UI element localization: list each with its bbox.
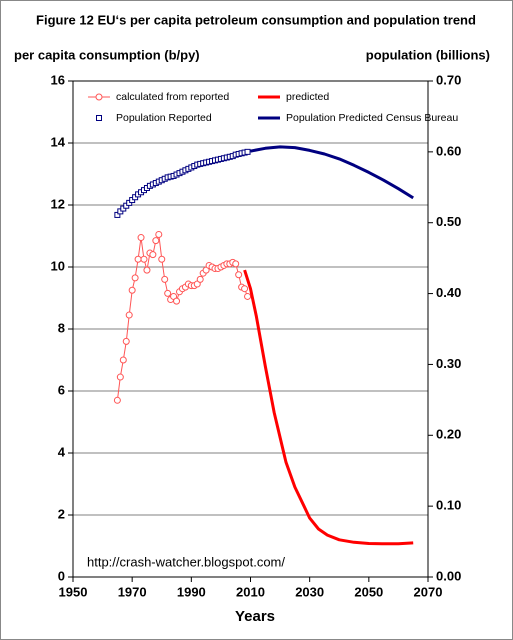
y2-tick-label: 0.00 (436, 568, 461, 583)
x-tick-label: 1950 (59, 584, 88, 599)
y2-axis-label: population (billions) (366, 47, 490, 62)
data-point (128, 286, 136, 294)
data-point (140, 255, 148, 263)
legend-label: calculated from reported (116, 91, 229, 103)
annotation: http://crash-watcher.blogspot.com/ (87, 554, 285, 569)
y-tick-label: 16 (51, 72, 65, 87)
series-line (250, 145, 414, 200)
y2-tick-label: 0.60 (436, 143, 461, 158)
data-point (155, 230, 163, 238)
data-point (161, 275, 169, 283)
x-tick-label: 2010 (236, 584, 265, 599)
y-tick-label: 0 (58, 568, 65, 583)
data-point (173, 297, 181, 305)
data-point (158, 255, 166, 263)
x-tick-label: 2030 (295, 584, 324, 599)
data-point (122, 337, 130, 345)
legend-label: predicted (286, 91, 329, 103)
data-point (143, 266, 151, 274)
y2-tick-label: 0.50 (436, 214, 461, 229)
y2-tick-label: 0.70 (436, 72, 461, 87)
series-line (243, 269, 414, 546)
legend-label: Population Predicted Census Bureau (286, 112, 458, 124)
y-tick-label: 10 (51, 258, 65, 273)
data-point (164, 289, 172, 297)
data-point (137, 234, 145, 242)
y2-tick-label: 0.10 (436, 498, 461, 513)
x-tick-label: 2050 (354, 584, 383, 599)
data-point (196, 275, 204, 283)
data-point (235, 271, 243, 279)
data-point (152, 237, 160, 245)
plot-border (72, 80, 429, 578)
x-tick-label: 1990 (177, 584, 206, 599)
data-point (131, 274, 139, 282)
data-point (134, 255, 142, 263)
legend-label: Population Reported (116, 112, 212, 124)
y-tick-label: 6 (58, 382, 65, 397)
data-point (125, 311, 133, 319)
y2-tick-label: 0.30 (436, 356, 461, 371)
data-point (232, 260, 240, 268)
y-tick-label: 8 (58, 320, 65, 335)
data-point (149, 251, 157, 259)
data-point (241, 285, 249, 293)
x-tick-label: 2070 (414, 584, 443, 599)
y2-tick-label: 0.20 (436, 427, 461, 442)
x-tick-label: 1970 (118, 584, 147, 599)
legend-swatch (95, 93, 103, 101)
x-axis-label: Years (235, 608, 275, 625)
y-tick-label: 12 (51, 196, 65, 211)
data-point (119, 356, 127, 364)
data-point (244, 148, 251, 155)
legend-swatch (96, 115, 102, 121)
data-point (244, 292, 252, 300)
y-tick-label: 14 (51, 134, 66, 149)
y-tick-label: 4 (58, 444, 66, 459)
y-tick-label: 2 (58, 506, 65, 521)
data-point (116, 373, 124, 381)
data-point (113, 396, 121, 404)
y-axis-label: per capita consumption (b/py) (14, 47, 200, 62)
y2-tick-label: 0.40 (436, 285, 461, 300)
chart-title: Figure 12 EU‘s per capita petroleum cons… (36, 12, 476, 27)
